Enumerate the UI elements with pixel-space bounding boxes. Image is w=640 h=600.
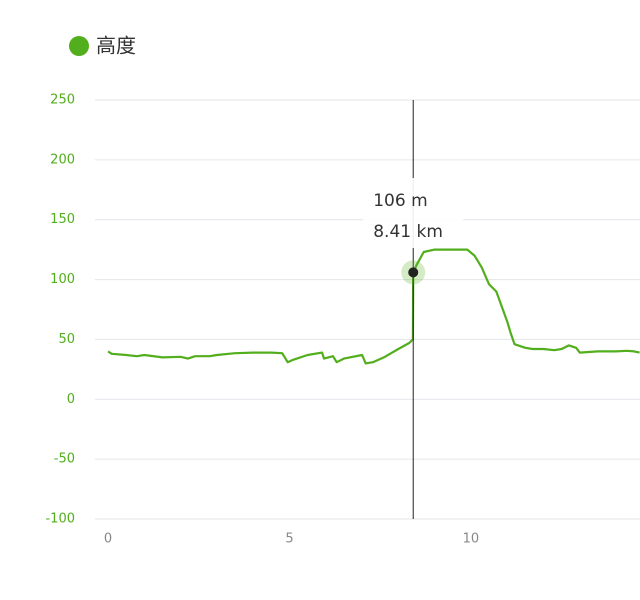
x-tick-label: 10 (463, 532, 480, 547)
y-tick-label: 100 (50, 272, 75, 287)
y-tick-label: 0 (67, 392, 75, 407)
tooltip-box (363, 178, 464, 248)
tooltip-label: 106 m (373, 191, 427, 211)
y-tick-label: -100 (45, 512, 75, 527)
elevation-line (107, 248, 640, 365)
y-tick-label: 50 (58, 332, 75, 347)
x-tick-label: 5 (285, 532, 293, 547)
legend-label[interactable]: 高度 (96, 34, 136, 58)
y-tick-label: -50 (54, 452, 75, 467)
hover-point (408, 267, 419, 278)
y-tick-label: 200 (50, 152, 75, 167)
x-tick-label: 0 (104, 532, 112, 547)
y-tick-label: 250 (50, 93, 75, 108)
y-tick-label: 150 (50, 212, 75, 227)
legend-marker (69, 36, 89, 56)
tooltip-label: 8.41 km (373, 222, 443, 242)
